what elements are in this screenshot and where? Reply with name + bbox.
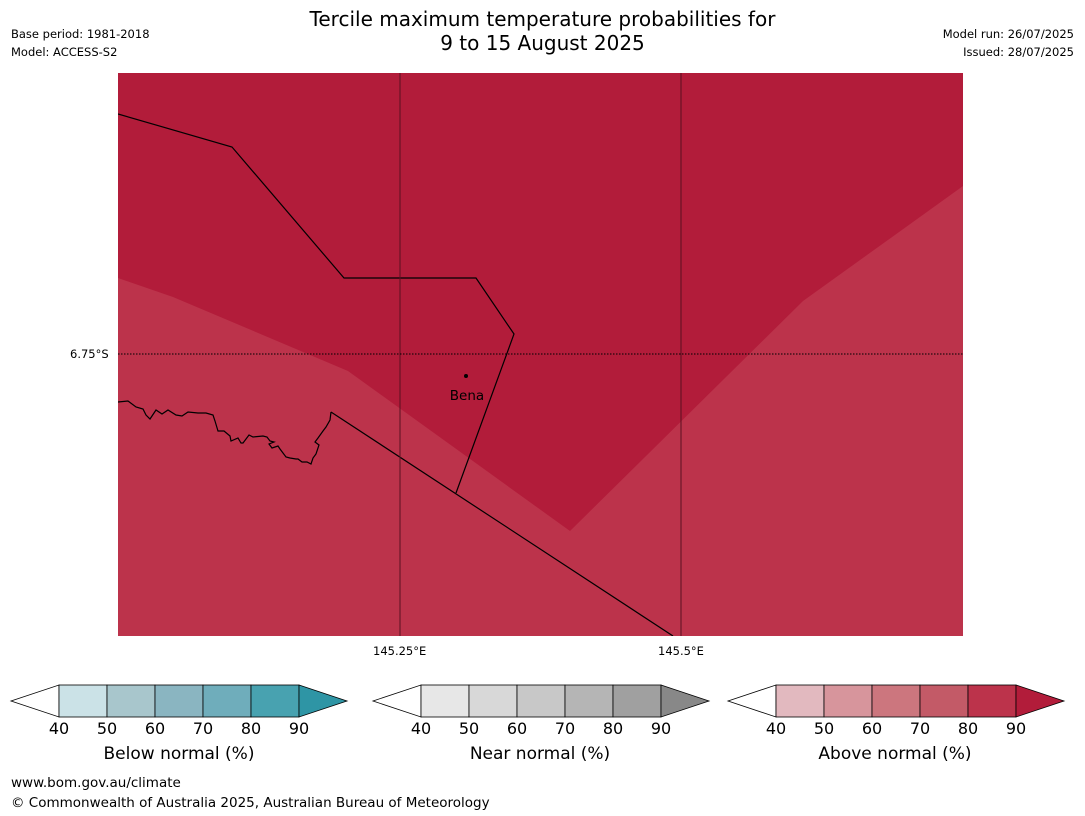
near-high-extension xyxy=(660,684,711,718)
meta-right: Model run: 26/07/2025 Issued: 28/07/2025 xyxy=(943,25,1074,61)
above-tick-label: 60 xyxy=(862,719,882,738)
near-normal-title: Near normal (%) xyxy=(469,744,611,764)
above-swatch-80 xyxy=(967,684,1017,718)
below-tick-label: 90 xyxy=(289,719,309,738)
meta-left: Base period: 1981-2018 Model: ACCESS-S2 xyxy=(11,25,150,61)
below-low-extension xyxy=(9,684,60,718)
map-panel: Bena xyxy=(118,73,963,636)
longitude-label-2: 145.5°E xyxy=(658,644,704,658)
longitude-label-1: 145.25°E xyxy=(373,644,427,658)
coastline xyxy=(118,400,332,465)
below-tick-label: 50 xyxy=(97,719,117,738)
below-swatch-40 xyxy=(58,684,108,718)
above-normal-title: Above normal (%) xyxy=(818,744,972,764)
near-tick-label: 70 xyxy=(555,719,575,738)
border-line-2 xyxy=(330,411,674,636)
border-line-1 xyxy=(118,113,515,494)
model-name: Model: ACCESS-S2 xyxy=(11,45,118,59)
below-swatch-70 xyxy=(202,684,252,718)
near-swatch-40 xyxy=(420,684,470,718)
above-swatch-70 xyxy=(919,684,969,718)
above-swatch-40 xyxy=(775,684,825,718)
latitude-label: 6.75°S xyxy=(70,347,109,361)
above-tick-label: 80 xyxy=(958,719,978,738)
title-line-1: Tercile maximum temperature probabilitie… xyxy=(309,7,776,31)
below-tick-label: 60 xyxy=(145,719,165,738)
below-normal-title: Below normal (%) xyxy=(103,744,255,764)
near-tick-label: 40 xyxy=(411,719,431,738)
near-swatch-80 xyxy=(612,684,662,718)
above-80-region xyxy=(118,186,963,636)
above-swatch-60 xyxy=(871,684,921,718)
near-normal-colorbar: 40 50 60 70 80 90 xyxy=(371,684,711,738)
above-normal-colorbar: 40 50 60 70 80 90 xyxy=(726,684,1066,738)
near-tick-label: 50 xyxy=(459,719,479,738)
above-tick-label: 90 xyxy=(1006,719,1026,738)
footer-url: www.bom.gov.au/climate xyxy=(11,775,181,791)
base-period: Base period: 1981-2018 xyxy=(11,27,150,41)
footer-copyright: © Commonwealth of Australia 2025, Austra… xyxy=(11,795,490,811)
near-swatch-50 xyxy=(468,684,518,718)
model-run: Model run: 26/07/2025 xyxy=(942,27,1074,41)
near-tick-label: 60 xyxy=(507,719,527,738)
title-line-2: 9 to 15 August 2025 xyxy=(440,31,645,55)
chart-title: Tercile maximum temperature probabilitie… xyxy=(0,7,1085,55)
below-swatch-60 xyxy=(154,684,204,718)
town-label: Bena xyxy=(450,388,484,404)
near-tick-label: 80 xyxy=(603,719,623,738)
above-tick-label: 50 xyxy=(814,719,834,738)
legend-bars: 40 50 60 70 80 90 40 50 60 70 80 90 40 50 60 70 80 90 xyxy=(9,684,1066,738)
above-high-extension xyxy=(1015,684,1066,718)
above-tick-label: 40 xyxy=(766,719,786,738)
above-low-extension xyxy=(726,684,777,718)
below-normal-colorbar: 40 50 60 70 80 90 xyxy=(9,684,349,738)
below-swatch-80 xyxy=(250,684,300,718)
near-swatch-60 xyxy=(516,684,566,718)
below-tick-label: 40 xyxy=(49,719,69,738)
town-marker xyxy=(464,374,468,378)
issued-date: Issued: 28/07/2025 xyxy=(963,45,1074,59)
below-high-extension xyxy=(298,684,349,718)
below-tick-label: 70 xyxy=(193,719,213,738)
below-tick-label: 80 xyxy=(241,719,261,738)
above-swatch-50 xyxy=(823,684,873,718)
near-low-extension xyxy=(371,684,422,718)
above-tick-label: 70 xyxy=(910,719,930,738)
below-swatch-50 xyxy=(106,684,156,718)
near-swatch-70 xyxy=(564,684,614,718)
near-tick-label: 90 xyxy=(651,719,671,738)
